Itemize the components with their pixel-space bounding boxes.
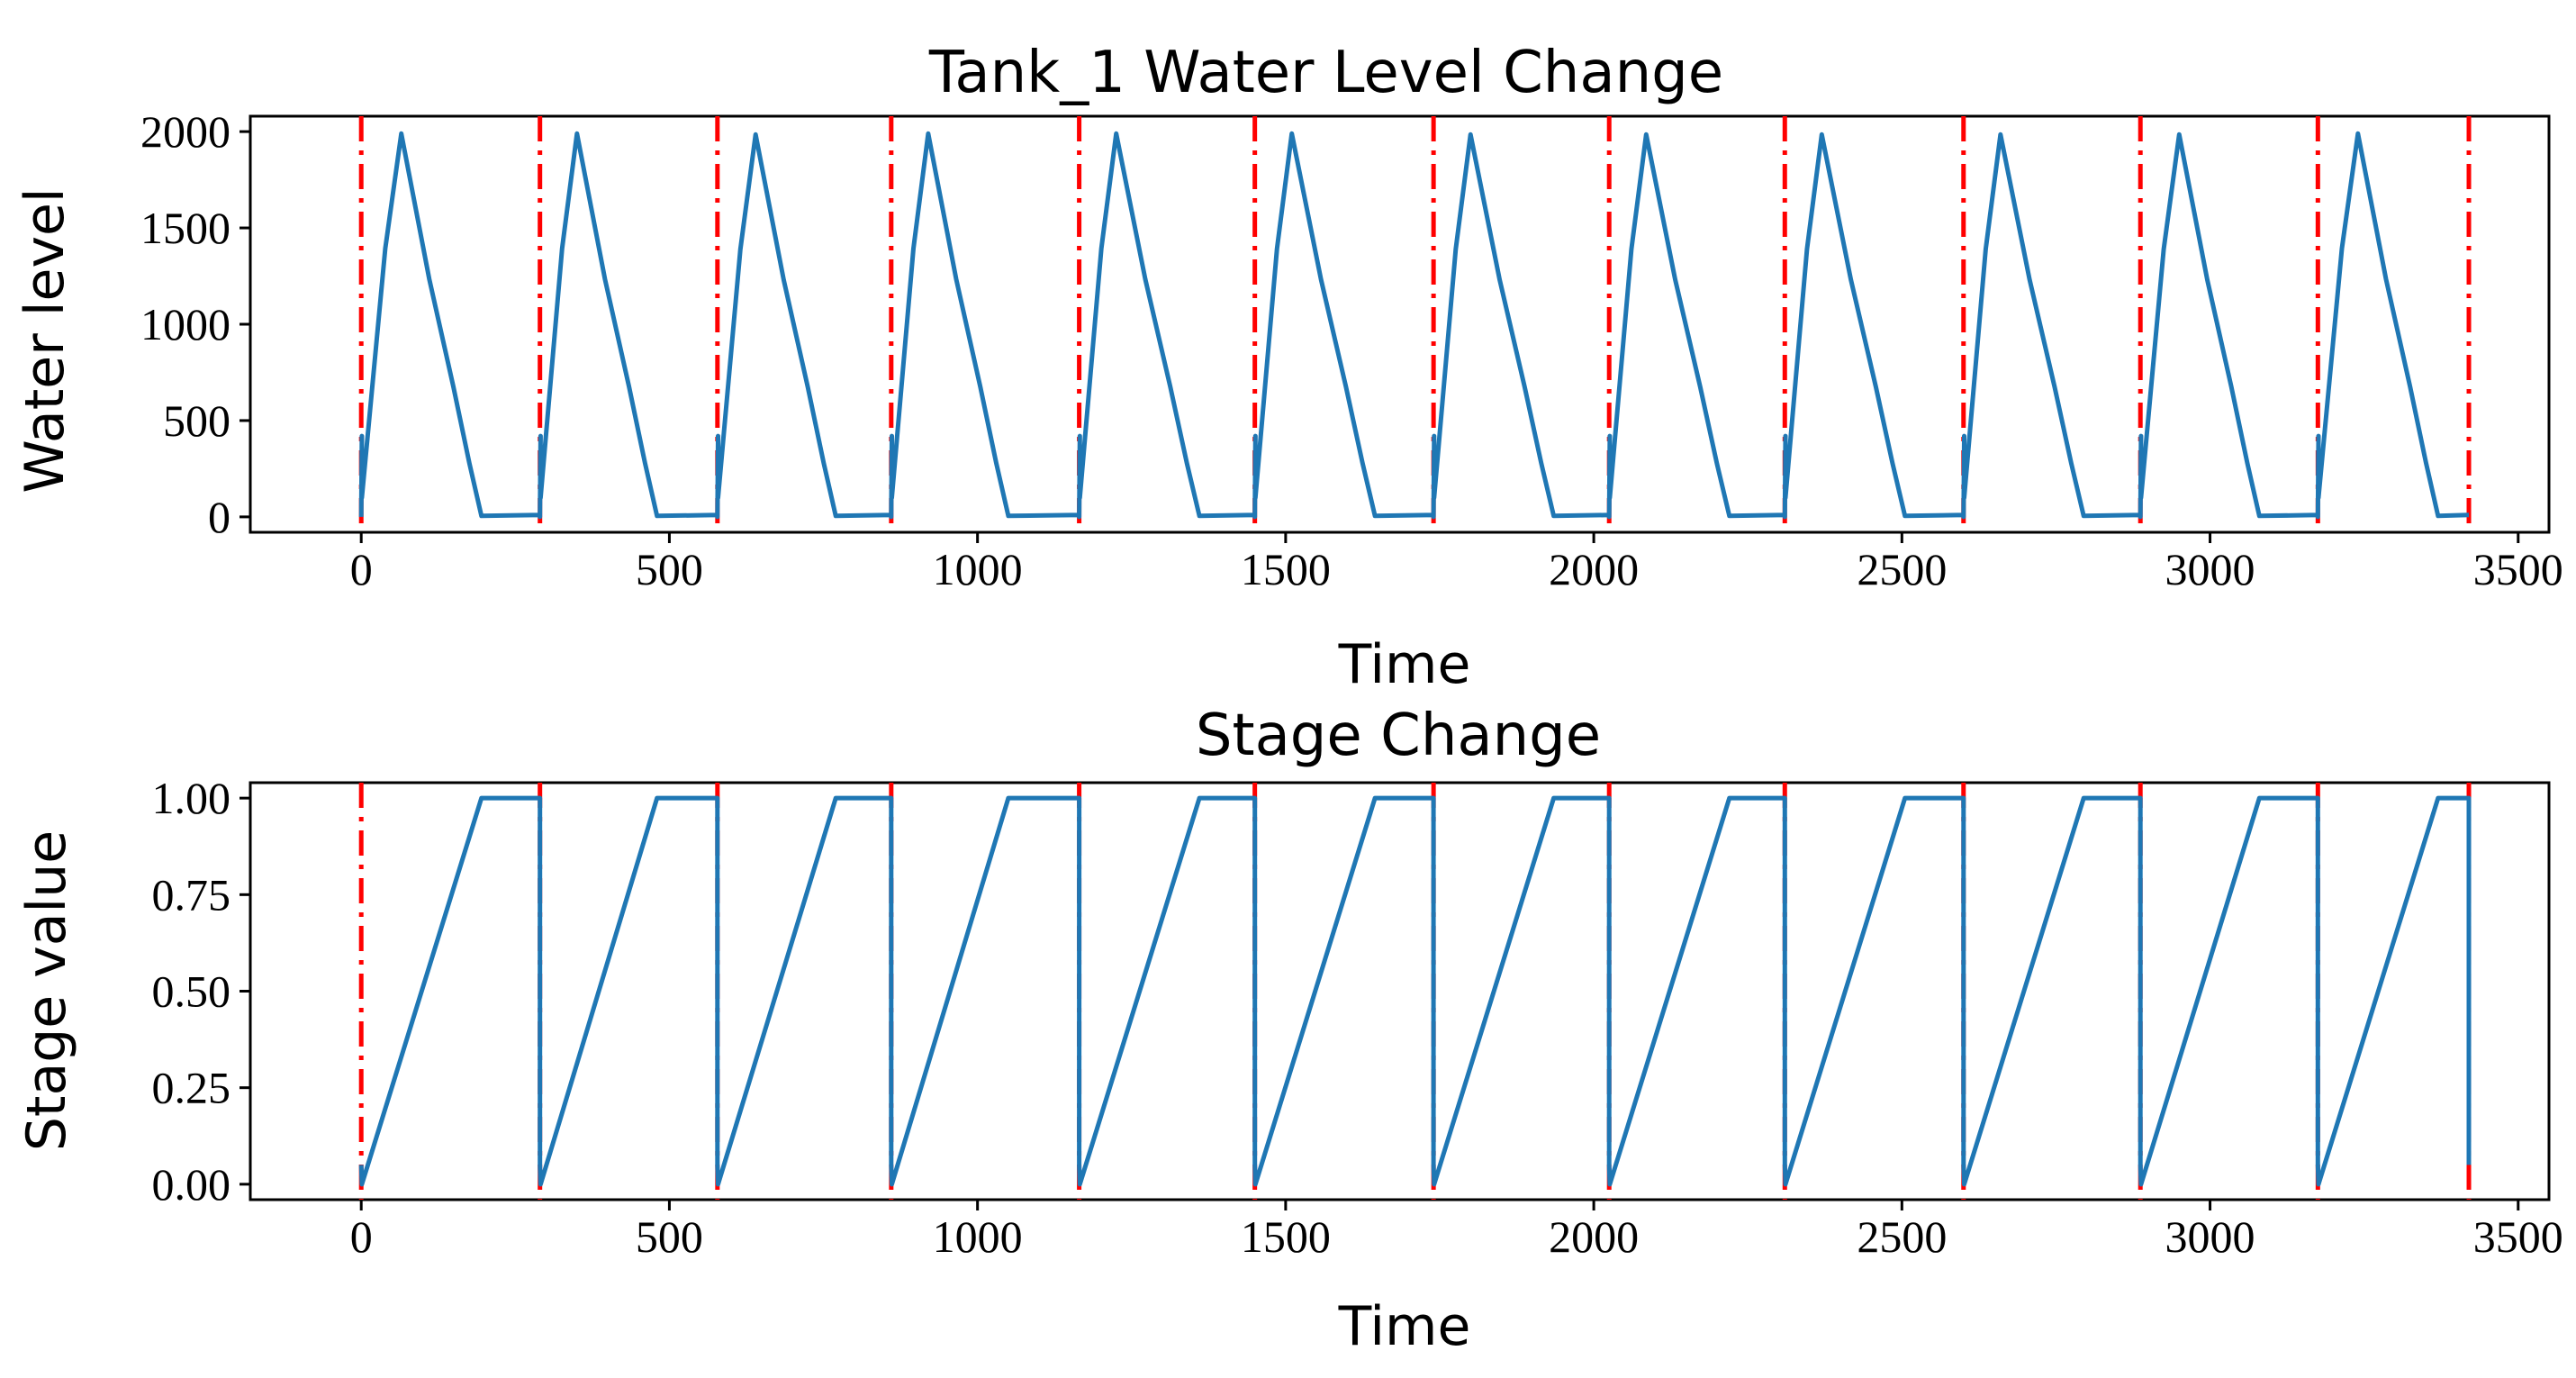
x-tick-label: 1000	[933, 1211, 1023, 1262]
series-line	[358, 795, 2472, 1187]
x-tick-label: 2000	[1549, 544, 1639, 594]
x-tick-label: 500	[636, 544, 703, 594]
y-tick-label: 1500	[140, 203, 230, 253]
y-tick-label: 0	[208, 492, 230, 542]
x-tick-label: 3000	[2165, 1211, 2255, 1262]
stage-boundary-lines	[358, 116, 2472, 532]
y-ticks: 0 500 1000 1500 2000	[140, 106, 250, 542]
stage-boundary-lines	[358, 783, 2472, 1200]
y-axis-label: Water level	[14, 187, 77, 493]
x-tick-label: 2500	[1857, 1211, 1947, 1262]
y-axis-label: Stage value	[15, 830, 78, 1151]
y-tick-label: 500	[163, 395, 230, 446]
x-ticks: 0 500 1000 1500 2000 2500 3000 3500	[350, 532, 2563, 594]
x-tick-label: 3000	[2165, 544, 2255, 594]
x-axis-label: Time	[1338, 633, 1471, 696]
x-ticks: 0 500 1000 1500 2000 2500 3000 3500	[350, 1200, 2563, 1262]
y-tick-label: 0.75	[152, 869, 231, 920]
y-ticks: 0.00 0.25 0.50 0.75 1.00	[152, 773, 250, 1210]
y-tick-label: 2000	[140, 106, 230, 157]
series-group	[358, 131, 2470, 520]
stage-chart: Stage Change Time Stage value 0 500 1000 15…	[15, 703, 2563, 1358]
x-tick-label: 2500	[1857, 544, 1947, 594]
y-tick-label: 1000	[140, 299, 230, 349]
x-tick-label: 0	[350, 1211, 373, 1262]
x-tick-label: 2000	[1549, 1211, 1639, 1262]
chart-title: Stage Change	[1196, 703, 1601, 769]
water-level-chart: Tank_1 Water Level Change Time Water lev…	[14, 40, 2563, 696]
plot-frame	[249, 781, 2551, 1201]
x-tick-label: 3500	[2473, 1211, 2563, 1262]
y-tick-label: 0.50	[152, 966, 231, 1017]
y-tick-label: 1.00	[152, 773, 231, 823]
series-line	[358, 131, 2470, 520]
series-group	[358, 795, 2472, 1187]
y-tick-label: 0.00	[152, 1159, 231, 1210]
x-tick-label: 3500	[2473, 544, 2563, 594]
x-tick-label: 0	[350, 544, 373, 594]
x-tick-label: 500	[636, 1211, 703, 1262]
chart-title: Tank_1 Water Level Change	[928, 40, 1723, 106]
plot-frame	[249, 114, 2551, 534]
x-axis-label: Time	[1338, 1295, 1471, 1358]
x-tick-label: 1000	[933, 544, 1023, 594]
x-tick-label: 1500	[1241, 1211, 1331, 1262]
y-tick-label: 0.25	[152, 1063, 231, 1113]
x-tick-label: 1500	[1241, 544, 1331, 594]
